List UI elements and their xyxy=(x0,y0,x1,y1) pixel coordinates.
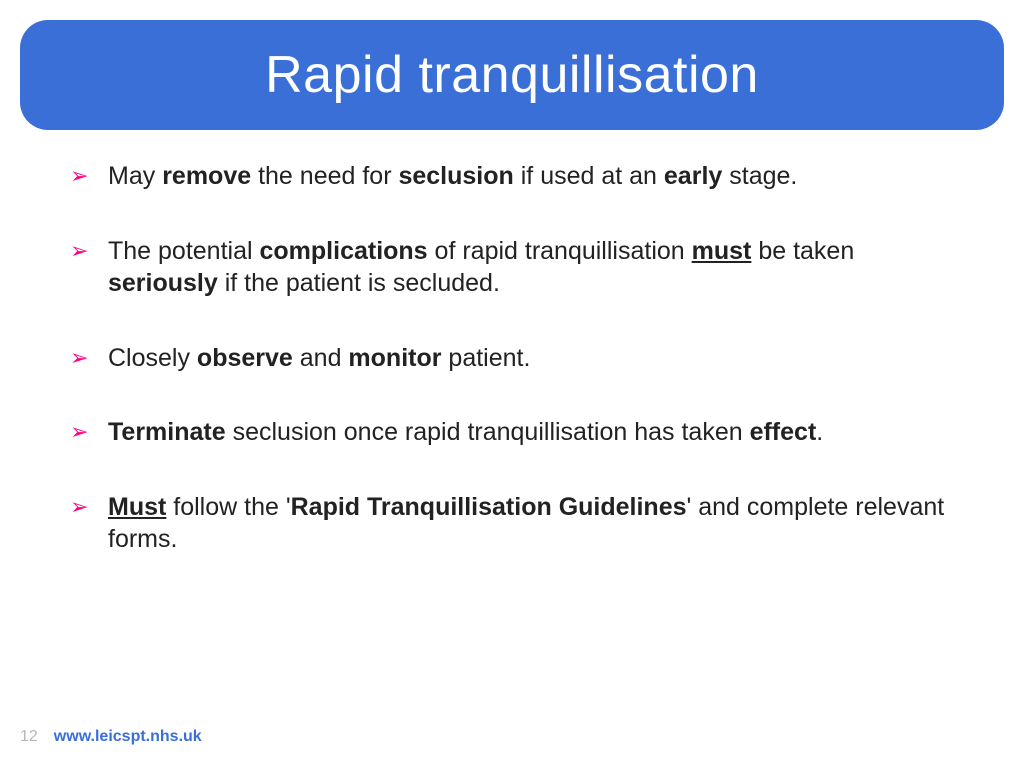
title-banner: Rapid tranquillisation xyxy=(20,20,1004,130)
bullet-text: The potential complications of rapid tra… xyxy=(108,237,854,298)
bullet-item: ➢ Closely observe and monitor patient. xyxy=(70,342,964,375)
bullet-item: ➢ Must follow the 'Rapid Tranquillisatio… xyxy=(70,491,964,556)
bullet-text: Must follow the 'Rapid Tranquillisation … xyxy=(108,493,944,554)
bullet-arrow-icon: ➢ xyxy=(70,162,88,191)
bullet-arrow-icon: ➢ xyxy=(70,493,88,522)
content-area: ➢ May remove the need for seclusion if u… xyxy=(70,160,964,598)
bullet-arrow-icon: ➢ xyxy=(70,344,88,373)
bullet-arrow-icon: ➢ xyxy=(70,418,88,447)
bullet-arrow-icon: ➢ xyxy=(70,237,88,266)
bullet-text: Terminate seclusion once rapid tranquill… xyxy=(108,418,823,446)
bullet-item: ➢ The potential complications of rapid t… xyxy=(70,235,964,300)
footer: 12 www.leicspt.nhs.uk xyxy=(20,728,202,746)
bullet-text: Closely observe and monitor patient. xyxy=(108,344,530,372)
page-number: 12 xyxy=(20,728,38,746)
bullet-text: May remove the need for seclusion if use… xyxy=(108,162,797,190)
bullet-item: ➢ May remove the need for seclusion if u… xyxy=(70,160,964,193)
slide: Rapid tranquillisation ➢ May remove the … xyxy=(0,0,1024,768)
bullet-list: ➢ May remove the need for seclusion if u… xyxy=(70,160,964,556)
slide-title: Rapid tranquillisation xyxy=(265,45,759,105)
footer-link[interactable]: www.leicspt.nhs.uk xyxy=(54,728,202,746)
bullet-item: ➢ Terminate seclusion once rapid tranqui… xyxy=(70,416,964,449)
